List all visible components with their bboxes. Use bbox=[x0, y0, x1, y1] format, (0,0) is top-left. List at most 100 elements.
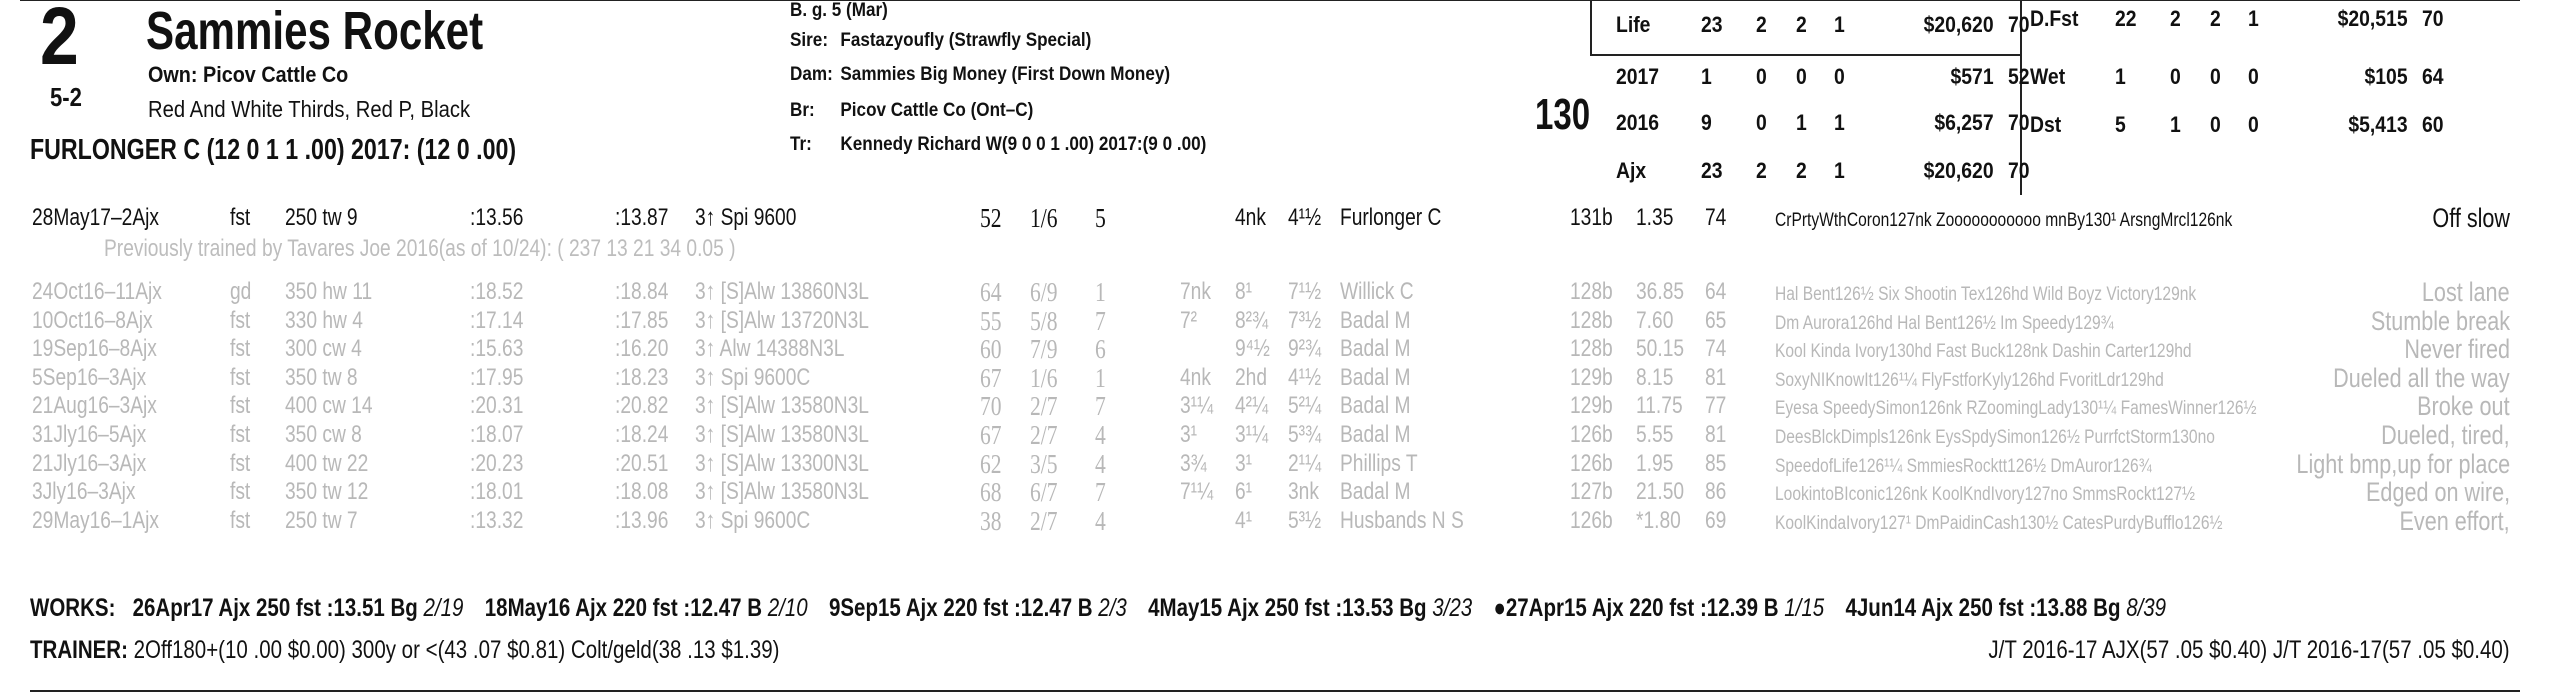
work-entry-rank: 2/3 bbox=[1098, 594, 1127, 622]
race-type: 3↑ Alw 14388N3L bbox=[695, 335, 845, 363]
record-box-bottom bbox=[1590, 54, 2020, 56]
work-entry-text: 9Sep15 Ajx 220 fst :12.47 B bbox=[828, 594, 1099, 622]
race-odds: 5.55 bbox=[1636, 421, 1674, 448]
race-jockey: Badal M bbox=[1340, 392, 1411, 420]
race-comp: Eyesa SpeedySimon126nk RZoomingLady130¹¼… bbox=[1775, 398, 2257, 420]
race-st: 4 bbox=[1095, 420, 1106, 450]
pedigree-age: B. g. 5 (Mar) bbox=[790, 0, 888, 21]
race-cond: fst bbox=[230, 449, 251, 477]
race-t2: :13.87 bbox=[615, 204, 669, 231]
race-comment: Lost lane bbox=[2422, 277, 2510, 307]
jockey-line: FURLONGER C (12 0 1 1 .00) 2017: (12 0 .… bbox=[30, 134, 517, 166]
race-comment: Broke out bbox=[2417, 391, 2510, 422]
race-comment: Dueled, tired, bbox=[2381, 420, 2510, 450]
race-cond: gd bbox=[230, 278, 252, 305]
record-right-fig: 64 bbox=[2422, 64, 2444, 89]
race-odds: 1.35 bbox=[1636, 204, 1674, 231]
record-left-w: 2 bbox=[1756, 158, 1767, 183]
record-left-fig: 52 bbox=[2008, 64, 2030, 89]
race-fin: 3nk bbox=[1288, 478, 1319, 506]
work-entry-text: 18May16 Ajx 220 fst :12.47 B bbox=[484, 594, 768, 622]
trainer-stats-value: 2Off180+(10 .00 $0.00) 300y or <(43 .07 … bbox=[133, 636, 780, 664]
race-type: 3↑ [S]Alw 13580N3L bbox=[695, 478, 869, 506]
race-spd: 64 bbox=[1705, 278, 1727, 305]
record-left-w: 0 bbox=[1756, 110, 1767, 135]
pedigree-breeder: Br: Picov Cattle Co (Ont–C) bbox=[790, 100, 1034, 121]
record-left-label: 2016 bbox=[1616, 110, 1660, 135]
race-comment: Never fired bbox=[2404, 334, 2510, 365]
race-st: 7 bbox=[1095, 391, 1106, 422]
race-dist: 250 tw 9 bbox=[285, 204, 358, 231]
race-comp: Hal Bent126½ Six Shootin Tex126hd Wild B… bbox=[1775, 284, 2197, 305]
race-date: 21Jly16–3Ajx bbox=[32, 449, 147, 477]
record-right-w: 2 bbox=[2170, 6, 2181, 31]
record-box-left bbox=[1590, 0, 1592, 55]
race-cond: fst bbox=[230, 335, 251, 363]
race-comment: Dueled all the way bbox=[2333, 362, 2510, 393]
record-left-label: Ajx bbox=[1616, 158, 1647, 183]
record-left-w: 0 bbox=[1756, 64, 1767, 89]
race-t2: :16.20 bbox=[615, 335, 669, 363]
race-dist: 330 hw 4 bbox=[285, 306, 363, 334]
race-t1: :20.23 bbox=[470, 449, 524, 477]
race-dist: 350 hw 11 bbox=[285, 278, 373, 305]
race-wt: 128b bbox=[1570, 278, 1613, 305]
record-left-s: 1 bbox=[1834, 110, 1845, 135]
race-comp: SpeedofLife126¹¼ SmmiesRocktt126½ DmAuro… bbox=[1775, 455, 2152, 477]
work-entry: 9Sep15 Ajx 220 fst :12.47 B 2/3 bbox=[829, 594, 1127, 622]
race-c2: 2hd bbox=[1235, 363, 1268, 391]
race-type: 3↑ [S]Alw 13580N3L bbox=[695, 392, 869, 420]
record-left-s: 1 bbox=[1834, 158, 1845, 183]
work-entry-rank: 3/23 bbox=[1432, 594, 1473, 622]
race-cond: fst bbox=[230, 204, 251, 231]
race-wt: 128b bbox=[1570, 306, 1613, 334]
post-position: 2 bbox=[40, 0, 79, 82]
race-jockey: Furlonger C bbox=[1340, 204, 1442, 231]
race-t2: :13.96 bbox=[615, 506, 669, 534]
race-cond: fst bbox=[230, 421, 251, 448]
race-fin: 4¹½ bbox=[1288, 363, 1322, 391]
works-label: WORKS: bbox=[30, 594, 116, 622]
race-t2: :18.08 bbox=[615, 478, 669, 506]
record-right-p: 0 bbox=[2210, 64, 2221, 89]
race-wt: 129b bbox=[1570, 392, 1613, 420]
jockey-trainer-stats: J/T 2016-17 AJX(57 .05 $0.40) J/T 2016-1… bbox=[1988, 636, 2510, 664]
race-odds: 50.15 bbox=[1636, 335, 1685, 363]
race-dist: 300 cw 4 bbox=[285, 335, 362, 363]
work-entry-text: ●27Apr15 Ajx 220 fst :12.39 B bbox=[1493, 594, 1785, 622]
record-left-fig: 70 bbox=[2008, 110, 2030, 135]
race-type: 3↑ Spi 9600 bbox=[695, 204, 797, 231]
race-dist: 350 cw 8 bbox=[285, 421, 362, 448]
race-cond: fst bbox=[230, 363, 251, 391]
race-t2: :20.51 bbox=[615, 449, 669, 477]
work-entry: 4May15 Ajx 250 fst :13.53 Bg 3/23 bbox=[1148, 594, 1472, 622]
race-comp: CrPrtyWthCoron127nk Zooooooooooo mnBy130… bbox=[1775, 210, 2233, 231]
race-st: 6 bbox=[1095, 334, 1106, 365]
race-c2: 3¹ bbox=[1235, 449, 1253, 477]
work-entry-text: 26Apr17 Ajx 250 fst :13.51 Bg bbox=[132, 594, 424, 622]
race-fig: 52 bbox=[980, 203, 1002, 233]
race-jockey: Badal M bbox=[1340, 335, 1411, 363]
race-dist: 350 tw 8 bbox=[285, 363, 358, 391]
race-fin: 9²¾ bbox=[1288, 335, 1322, 363]
race-spd: 74 bbox=[1705, 335, 1727, 363]
race-pp: 2/7 bbox=[1030, 420, 1058, 450]
pedigree-dam: Dam: Sammies Big Money (First Down Money) bbox=[790, 64, 1171, 85]
record-left-label: 2017 bbox=[1616, 64, 1660, 89]
race-fin: 5³½ bbox=[1288, 506, 1322, 534]
race-fin: 7¹½ bbox=[1288, 278, 1322, 305]
work-entry-rank: 1/15 bbox=[1784, 594, 1825, 622]
race-st: 4 bbox=[1095, 448, 1106, 479]
pedigree-sire: Sire: Fastazyoufly (Strawfly Special) bbox=[790, 30, 1092, 51]
record-left-starts: 1 bbox=[1701, 64, 1712, 89]
record-left-starts: 23 bbox=[1701, 12, 1723, 37]
trainer-stats-label: TRAINER: bbox=[30, 636, 128, 664]
race-jockey: Badal M bbox=[1340, 478, 1411, 506]
race-fig: 55 bbox=[980, 305, 1002, 336]
race-type: 3↑ [S]Alw 13860N3L bbox=[695, 278, 869, 305]
record-right-label: Dst bbox=[2030, 112, 2062, 137]
race-c1: 7nk bbox=[1180, 278, 1211, 305]
pedigree-trainer: Tr: Kennedy Richard W(9 0 0 1 .00) 2017:(… bbox=[790, 134, 1207, 155]
race-t1: :15.63 bbox=[470, 335, 524, 363]
race-type: 3↑ [S]Alw 13720N3L bbox=[695, 306, 869, 334]
